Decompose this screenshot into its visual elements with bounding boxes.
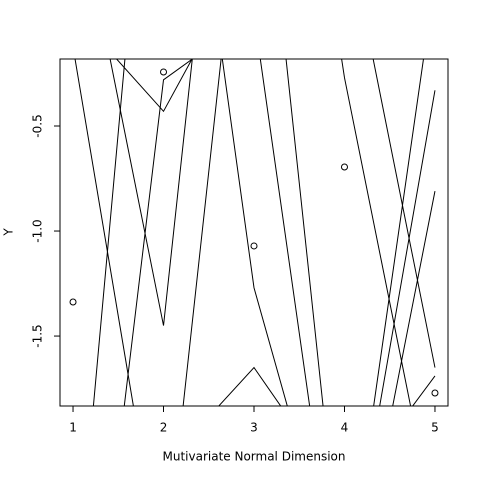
y-tick-label: -1.5: [31, 324, 45, 347]
x-axis-label: Mutivariate Normal Dimension: [163, 450, 346, 464]
plot-area: [69, 59, 439, 406]
series-line: [115, 59, 436, 368]
y-axis-label: Y: [2, 228, 16, 237]
x-tick-label: 1: [69, 421, 77, 435]
series-line: [92, 59, 424, 406]
point: [160, 68, 168, 76]
point: [431, 389, 439, 397]
series-line: [218, 366, 436, 406]
point: [250, 242, 258, 250]
series-line: [123, 59, 436, 406]
x-tick-label: 3: [250, 421, 258, 435]
x-tick-label: 5: [431, 421, 439, 435]
x-tick-label: 4: [341, 421, 349, 435]
point: [340, 163, 348, 171]
y-tick-label: -1.0: [31, 219, 45, 242]
y-tick-label: -0.5: [31, 114, 45, 137]
point: [69, 298, 77, 306]
series-line: [109, 59, 412, 406]
series-line: [74, 59, 436, 406]
x-tick-label: 2: [160, 421, 168, 435]
